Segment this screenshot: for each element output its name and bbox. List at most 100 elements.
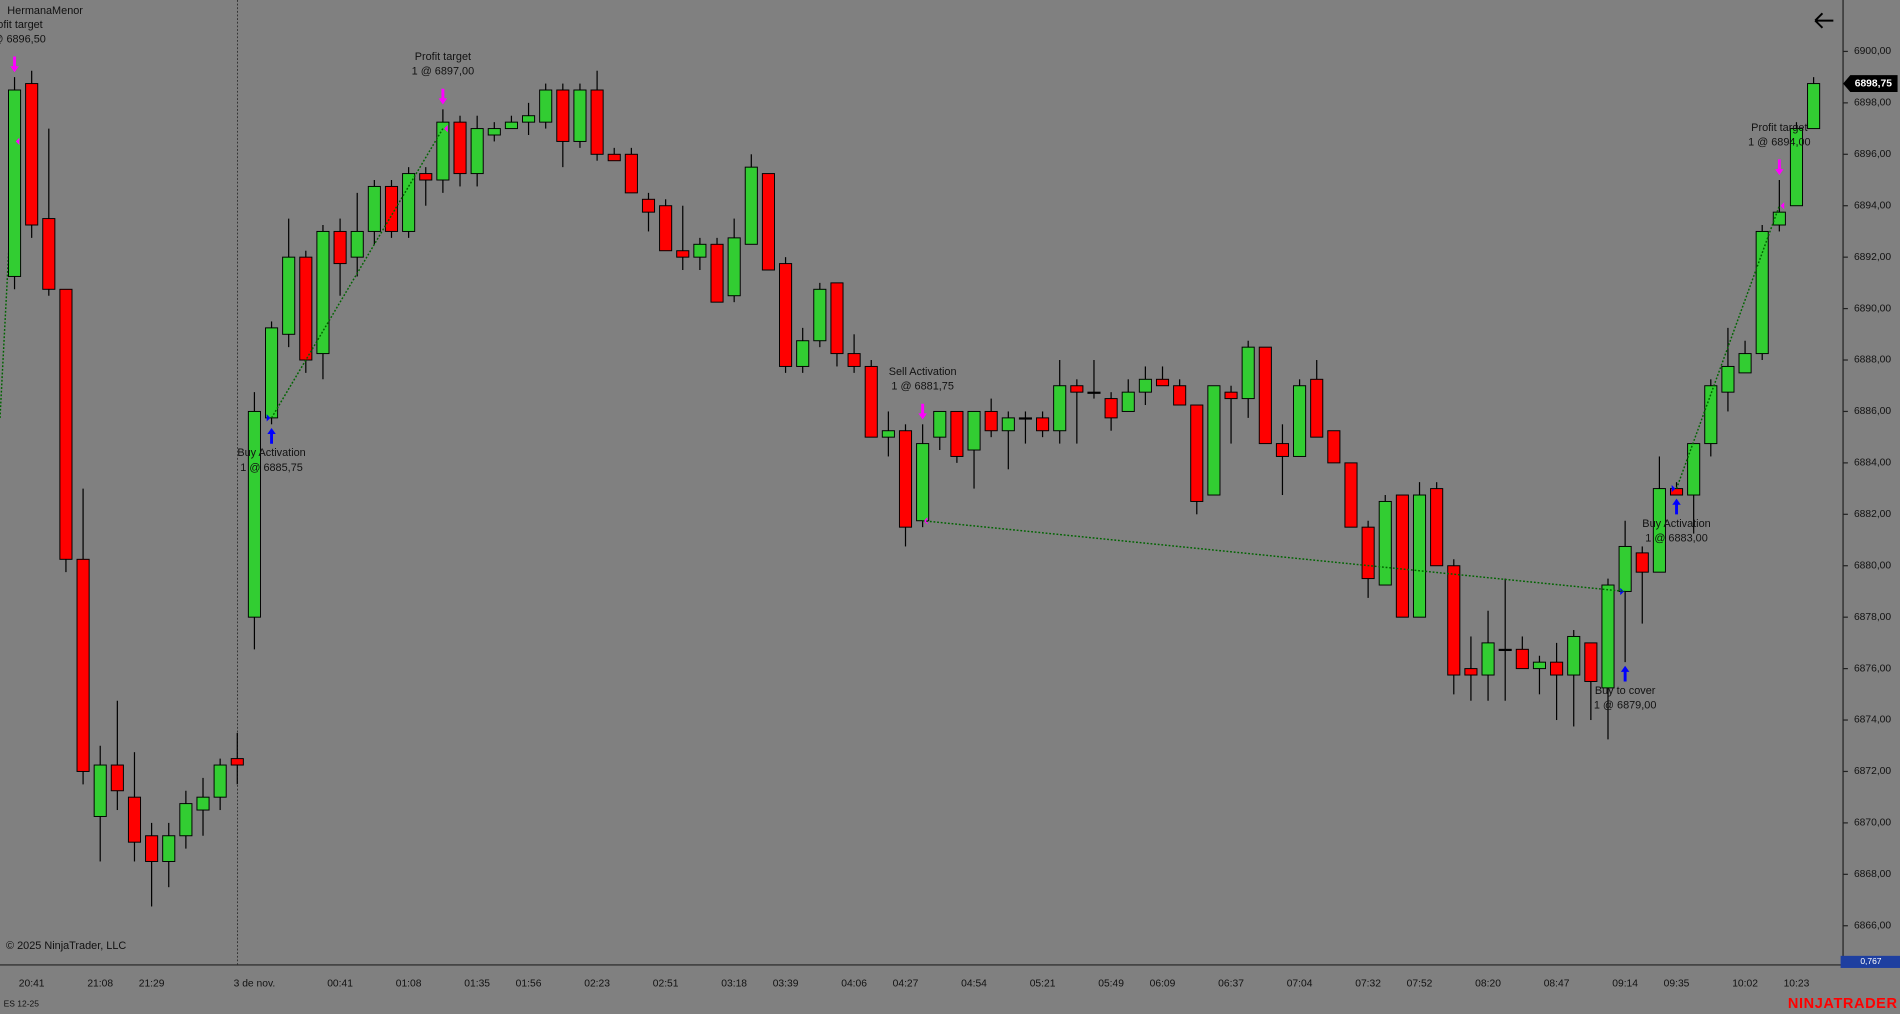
trade-line	[270, 128, 444, 419]
annotation-label: Profit target	[0, 19, 43, 31]
candle-body	[316, 230, 330, 355]
execution-marker	[1671, 484, 1676, 493]
candle-body	[110, 764, 124, 792]
x-tick-label: 07:52	[1407, 978, 1433, 989]
x-tick-label: 05:21	[1030, 978, 1056, 989]
y-tick-label: 6874,00	[1854, 715, 1891, 726]
back-button[interactable]	[1810, 7, 1837, 34]
candle-body	[744, 166, 758, 245]
y-tick-label: 6868,00	[1854, 869, 1891, 880]
x-tick-label: 3 de nov.	[234, 978, 276, 989]
y-tick-label: 6884,00	[1854, 458, 1891, 469]
candle-body	[1447, 565, 1461, 676]
candle-body	[76, 558, 90, 772]
candle-body	[1567, 635, 1581, 676]
candle-body	[967, 410, 981, 451]
annotation-label: Sell Activation	[889, 366, 957, 378]
candle-body	[265, 327, 279, 419]
candle-body	[1378, 500, 1392, 586]
candle-body	[1190, 404, 1204, 502]
candle-body	[1018, 417, 1032, 420]
candle-body	[1361, 526, 1375, 580]
candle-body	[659, 205, 673, 252]
candle-body	[727, 237, 741, 297]
candle-body	[624, 153, 638, 194]
y-tick-label: 6878,00	[1854, 612, 1891, 623]
candle-body	[1721, 365, 1735, 393]
candle-body	[710, 243, 724, 303]
candle-body	[367, 185, 381, 232]
candle-body	[1138, 378, 1152, 393]
candle-body	[830, 282, 844, 355]
x-tick-label: 20:41	[19, 978, 45, 989]
candle-body	[864, 365, 878, 438]
annotation-label: Buy to cover	[1595, 685, 1656, 697]
y-tick-label: 6896,00	[1854, 149, 1891, 160]
y-tick-label: 6872,00	[1854, 766, 1891, 777]
candle-body	[282, 256, 296, 335]
candle-body	[196, 796, 210, 811]
candle-body	[1293, 385, 1307, 457]
candle-body	[504, 121, 518, 130]
x-tick-label: 00:41	[327, 978, 353, 989]
candle-body	[693, 243, 707, 258]
trade-line	[922, 520, 1626, 593]
trade-arrow	[1620, 665, 1630, 682]
candle-body	[1121, 391, 1135, 412]
candle-body	[1258, 346, 1272, 445]
annotation-detail: 1 @ 6885,75	[240, 462, 303, 474]
trade-arrow	[918, 403, 927, 420]
candle-body	[93, 764, 107, 817]
candle-body	[847, 353, 861, 367]
x-tick-label: 10:23	[1784, 978, 1810, 989]
candle-body	[1344, 462, 1358, 528]
last-price-tag	[1843, 75, 1898, 93]
candle-body	[1584, 642, 1598, 682]
candle-body	[1053, 385, 1067, 432]
instrument: ES 12-25	[4, 999, 40, 1009]
x-tick-label: 04:27	[893, 978, 919, 989]
x-tick-label: 04:54	[961, 978, 987, 989]
x-tick-label: 01:56	[516, 978, 542, 989]
candle-body	[950, 410, 964, 457]
candle-body	[179, 803, 193, 837]
candle-body	[1087, 391, 1101, 394]
candle-body	[1310, 378, 1324, 438]
candle-body	[1224, 391, 1238, 400]
trade-arrow	[10, 56, 19, 73]
candle-body	[984, 410, 998, 432]
candle-body	[1687, 443, 1701, 496]
candle-body	[436, 121, 450, 181]
y-tick-label: 6900,00	[1854, 46, 1891, 57]
candle-body	[796, 340, 810, 367]
candle-body	[1395, 494, 1409, 618]
candle-body	[25, 83, 39, 226]
candle-body	[1104, 398, 1118, 419]
candle-body	[1430, 488, 1444, 567]
candle-body	[145, 835, 159, 862]
candle-body	[350, 230, 364, 258]
x-tick-label: 07:04	[1287, 978, 1313, 989]
x-tick-label: 09:14	[1612, 978, 1638, 989]
candle-body	[247, 410, 261, 618]
y-tick-label: 6894,00	[1854, 200, 1891, 211]
x-tick-label: 04:06	[841, 978, 867, 989]
annotation-label: Buy Activation	[1642, 518, 1710, 530]
x-tick-label: 02:23	[584, 978, 610, 989]
annotation-detail: 1 @ 6879,00	[1594, 700, 1657, 712]
annotation-label: Profit target	[415, 51, 471, 63]
y-tick-label: 6866,00	[1854, 920, 1891, 931]
annotation-detail: 1 @ 6883,00	[1645, 533, 1708, 545]
candle-body	[1550, 661, 1564, 676]
candle-body	[1498, 648, 1512, 652]
y-tick-label: 6892,00	[1854, 252, 1891, 263]
x-tick-label: 10:02	[1732, 978, 1758, 989]
back-arrow-icon	[1814, 12, 1834, 29]
candle-body	[1532, 661, 1547, 670]
candle-body	[1327, 430, 1341, 464]
candle-body	[761, 173, 775, 271]
candle-body	[1635, 552, 1649, 573]
candle-body	[573, 89, 587, 142]
